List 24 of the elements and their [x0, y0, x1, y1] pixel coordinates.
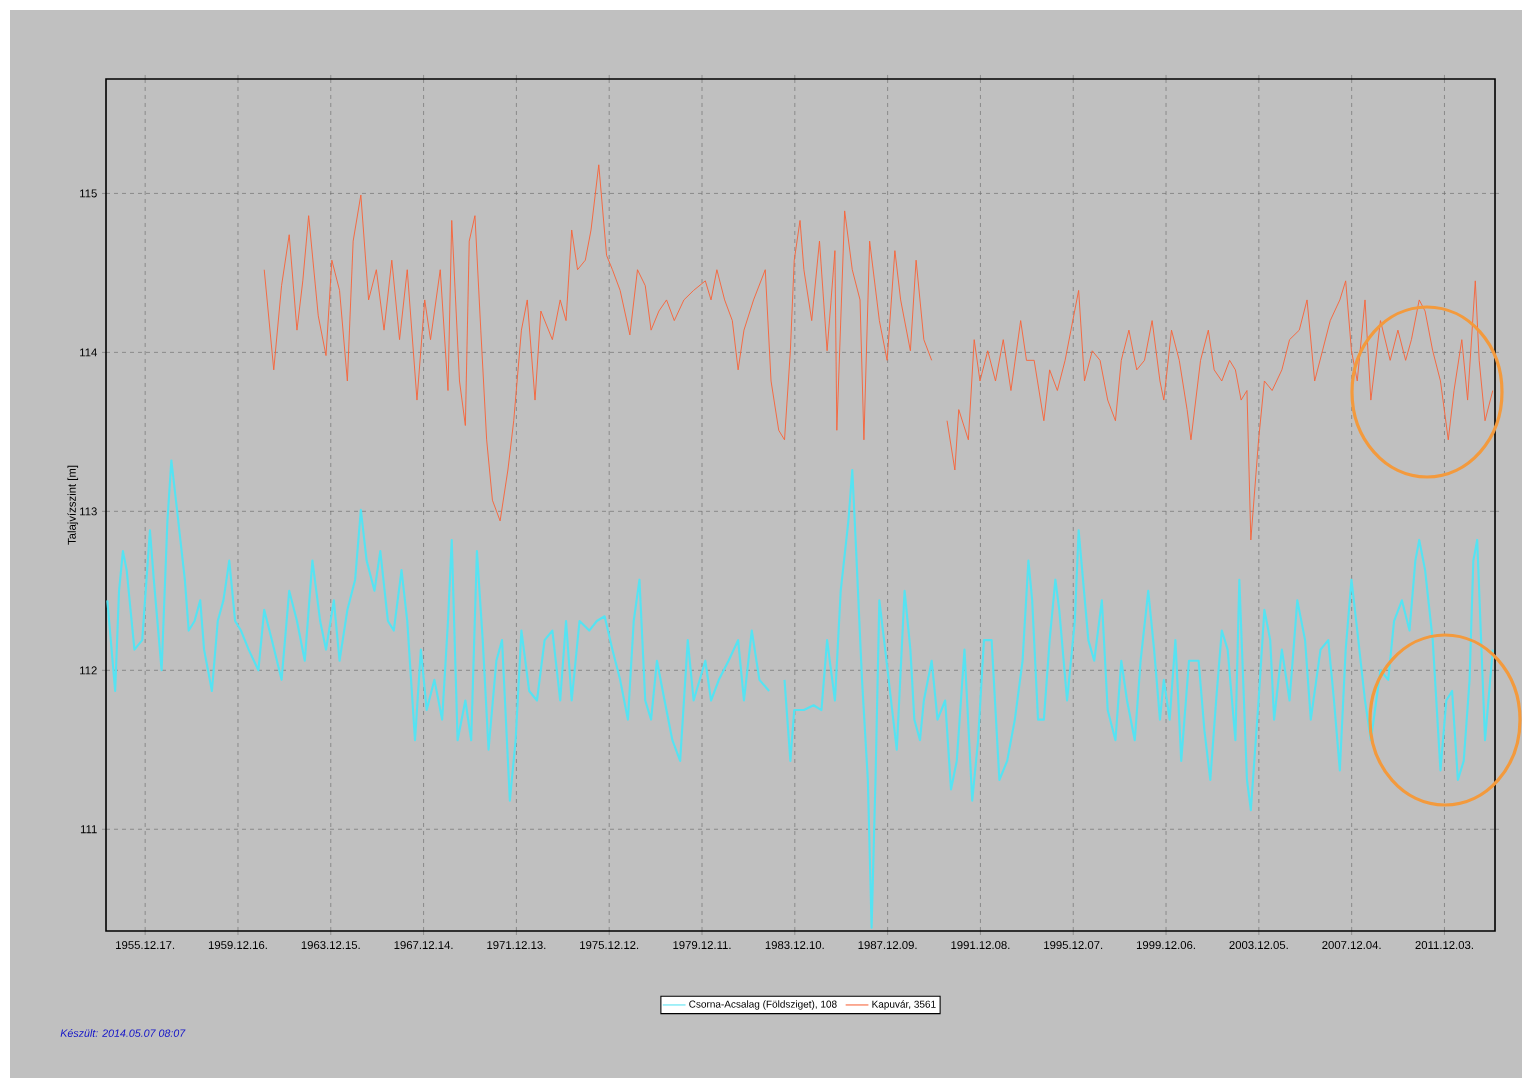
x-tick-label: 2007.12.04. [1322, 941, 1381, 950]
x-tick-label: 1959.12.16. [208, 941, 267, 950]
y-tick-label: 113 [80, 507, 97, 516]
x-tick-label: 1991.12.08. [951, 941, 1010, 950]
x-tick-label: 1967.12.14. [394, 941, 453, 950]
legend-label: Kapuvár, 3561 [872, 1000, 936, 1010]
y-tick-label: 114 [80, 348, 97, 357]
legend-label: Csorna-Acsalag (Földsziget), 108 [689, 1000, 837, 1010]
y-tick-label: 112 [80, 666, 97, 675]
y-tick-label: 115 [80, 189, 97, 198]
x-tick-label: 1955.12.17. [116, 941, 175, 950]
x-tick-label: 1987.12.09. [858, 941, 917, 950]
x-tick-label: 2003.12.05. [1229, 941, 1288, 950]
text: Készült: 2014.05.07 08:07 [60, 1029, 186, 1037]
y-axis-title: Talajvízszint [m] [67, 465, 79, 545]
x-tick-label: 1983.12.10. [765, 941, 824, 950]
y-tick-label: 111 [80, 825, 97, 834]
x-tick-label: 1979.12.11. [673, 941, 731, 950]
x-tick-label: 1971.12.13. [487, 941, 546, 950]
x-tick-label: 1963.12.15. [301, 941, 360, 950]
x-tick-label: 2011.12.03. [1415, 941, 1473, 950]
x-tick-label: 1999.12.06. [1136, 941, 1195, 950]
x-tick-label: 1975.12.12. [580, 941, 639, 950]
x-tick-label: 1995.12.07. [1044, 941, 1103, 950]
